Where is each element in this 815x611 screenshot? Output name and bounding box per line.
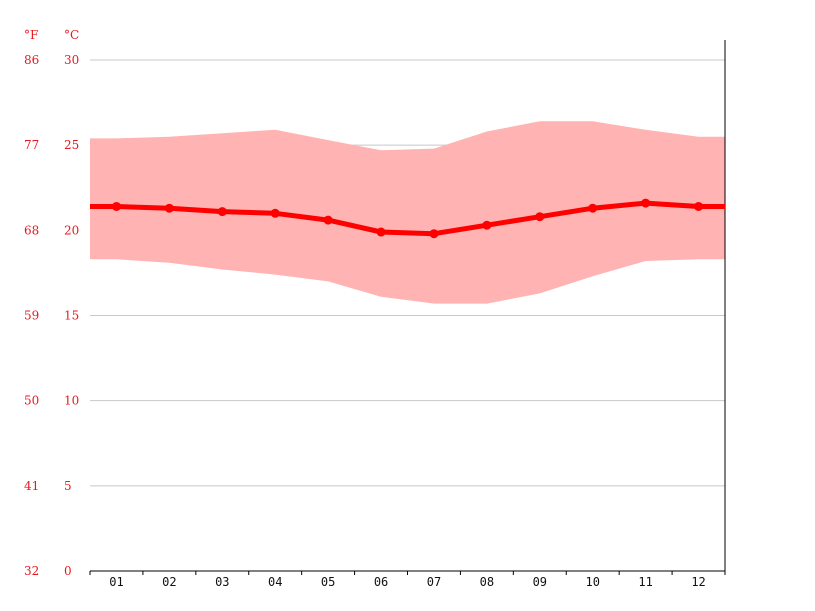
y-tick-label-fahrenheit: 41	[24, 479, 39, 493]
data-point	[588, 203, 598, 213]
data-point	[323, 215, 333, 225]
average-line	[90, 200, 725, 237]
y-tick-label-fahrenheit: 86	[24, 53, 39, 67]
data-point	[217, 207, 227, 217]
temperature-range-band	[90, 121, 725, 304]
y-tick-label-fahrenheit: 32	[24, 564, 39, 578]
x-tick-label: 05	[321, 575, 335, 589]
x-tick-label: 09	[533, 575, 547, 589]
x-tick-label: 06	[374, 575, 388, 589]
data-point	[535, 212, 545, 222]
axes	[89, 40, 726, 575]
y-tick-label-celsius: 25	[64, 138, 79, 152]
y-tick-label-celsius: 15	[64, 309, 79, 323]
y-tick-label-fahrenheit: 68	[24, 223, 39, 237]
y-tick-label-celsius: 30	[64, 53, 79, 67]
x-tick-label: 12	[691, 575, 705, 589]
y-tick-label-fahrenheit: 59	[24, 309, 39, 323]
tick-labels: 0 32 5 41 10 50 15 59 20 68 25 77 30 86 01 02 03 04 05 06 07…	[24, 53, 706, 589]
y-tick-label-celsius: 10	[64, 394, 79, 408]
data-point	[482, 220, 492, 230]
data-point	[429, 229, 439, 239]
x-tick-label: 11	[638, 575, 652, 589]
x-tick-label: 10	[585, 575, 599, 589]
celsius-unit-label: °C	[64, 28, 79, 42]
temperature-range-area	[90, 121, 725, 304]
data-point	[641, 198, 651, 208]
x-tick-label: 07	[427, 575, 441, 589]
y-tick-label-celsius: 20	[64, 223, 79, 237]
y-tick-label-fahrenheit: 77	[24, 138, 39, 152]
data-point	[111, 201, 121, 211]
data-point	[376, 227, 386, 237]
data-point	[164, 203, 174, 213]
x-tick-label: 01	[109, 575, 123, 589]
x-tick-label: 04	[268, 575, 282, 589]
average-temperature-line	[90, 198, 725, 239]
x-tick-label: 02	[162, 575, 176, 589]
x-tick-label: 08	[480, 575, 494, 589]
x-tick-label: 03	[215, 575, 229, 589]
fahrenheit-unit-label: °F	[24, 28, 38, 42]
y-tick-label-celsius: 5	[64, 479, 72, 493]
y-tick-label-celsius: 0	[64, 564, 72, 578]
data-point	[694, 201, 704, 211]
data-point	[270, 208, 280, 218]
y-tick-label-fahrenheit: 50	[24, 394, 39, 408]
